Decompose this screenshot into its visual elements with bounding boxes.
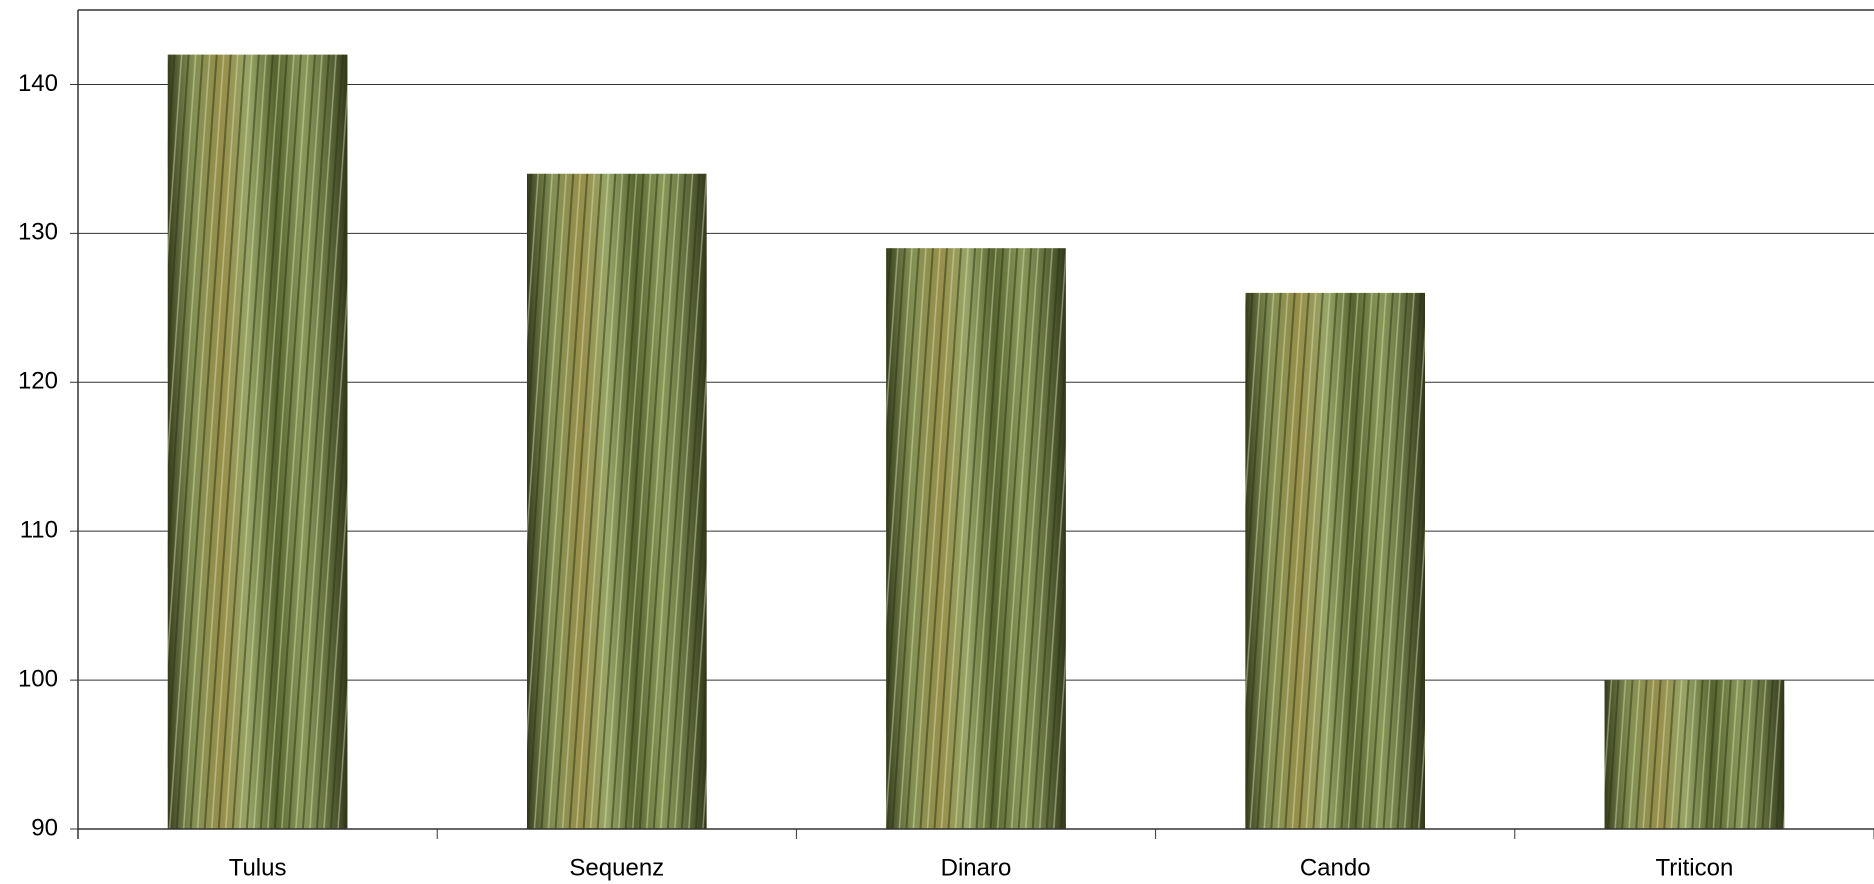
- bar-texture: [1245, 292, 1425, 830]
- bar-texture: [1604, 680, 1785, 829]
- x-tick-label: Sequenz: [569, 854, 664, 881]
- y-tick-label: 130: [18, 219, 58, 246]
- x-tick-label: Tulus: [229, 854, 287, 881]
- bar-texture: [527, 173, 707, 830]
- bar-texture: [886, 248, 1066, 830]
- y-tick-label: 110: [20, 517, 58, 544]
- y-tick-label: 90: [31, 814, 58, 841]
- x-tick-label: Dinaro: [941, 854, 1012, 881]
- y-tick-label: 120: [18, 368, 58, 395]
- x-tick-label: Cando: [1300, 854, 1371, 881]
- y-tick-label: 100: [18, 665, 58, 692]
- x-tick-label: Triticon: [1656, 854, 1734, 881]
- y-tick-label: 140: [18, 70, 58, 97]
- bar-texture: [167, 54, 348, 829]
